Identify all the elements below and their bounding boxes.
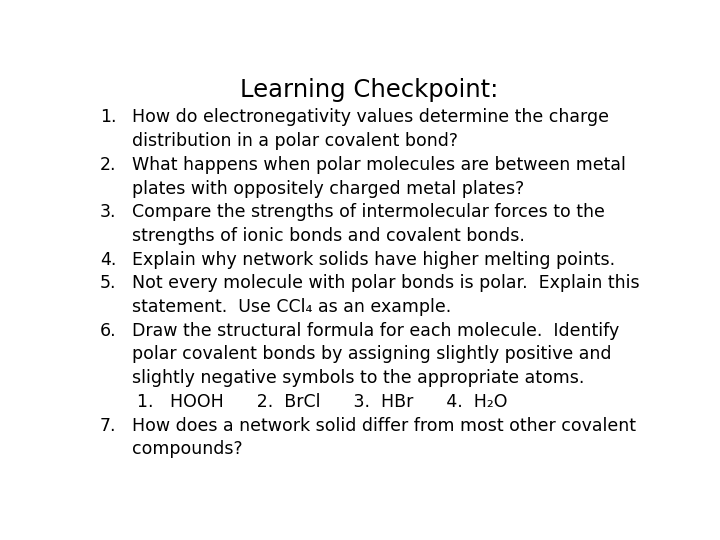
Text: Explain why network solids have higher melting points.: Explain why network solids have higher m… [132,251,615,269]
Text: What happens when polar molecules are between metal: What happens when polar molecules are be… [132,156,626,174]
Text: 5.: 5. [100,274,117,292]
Text: statement.  Use CCl₄ as an example.: statement. Use CCl₄ as an example. [132,298,451,316]
Text: 1.: 1. [100,109,117,126]
Text: Draw the structural formula for each molecule.  Identify: Draw the structural formula for each mol… [132,322,619,340]
Text: How does a network solid differ from most other covalent: How does a network solid differ from mos… [132,416,636,435]
Text: 3.: 3. [100,203,117,221]
Text: Not every molecule with polar bonds is polar.  Explain this: Not every molecule with polar bonds is p… [132,274,639,292]
Text: strengths of ionic bonds and covalent bonds.: strengths of ionic bonds and covalent bo… [132,227,525,245]
Text: How do electronegativity values determine the charge: How do electronegativity values determin… [132,109,609,126]
Text: plates with oppositely charged metal plates?: plates with oppositely charged metal pla… [132,180,524,198]
Text: 7.: 7. [100,416,117,435]
Text: Learning Checkpoint:: Learning Checkpoint: [240,78,498,102]
Text: 6.: 6. [100,322,117,340]
Text: 4.: 4. [100,251,117,269]
Text: 2.: 2. [100,156,117,174]
Text: slightly negative symbols to the appropriate atoms.: slightly negative symbols to the appropr… [132,369,584,387]
Text: 1.   HOOH      2.  BrCl      3.  HBr      4.  H₂O: 1. HOOH 2. BrCl 3. HBr 4. H₂O [138,393,508,411]
Text: Compare the strengths of intermolecular forces to the: Compare the strengths of intermolecular … [132,203,605,221]
Text: compounds?: compounds? [132,440,243,458]
Text: polar covalent bonds by assigning slightly positive and: polar covalent bonds by assigning slight… [132,346,611,363]
Text: distribution in a polar covalent bond?: distribution in a polar covalent bond? [132,132,458,150]
